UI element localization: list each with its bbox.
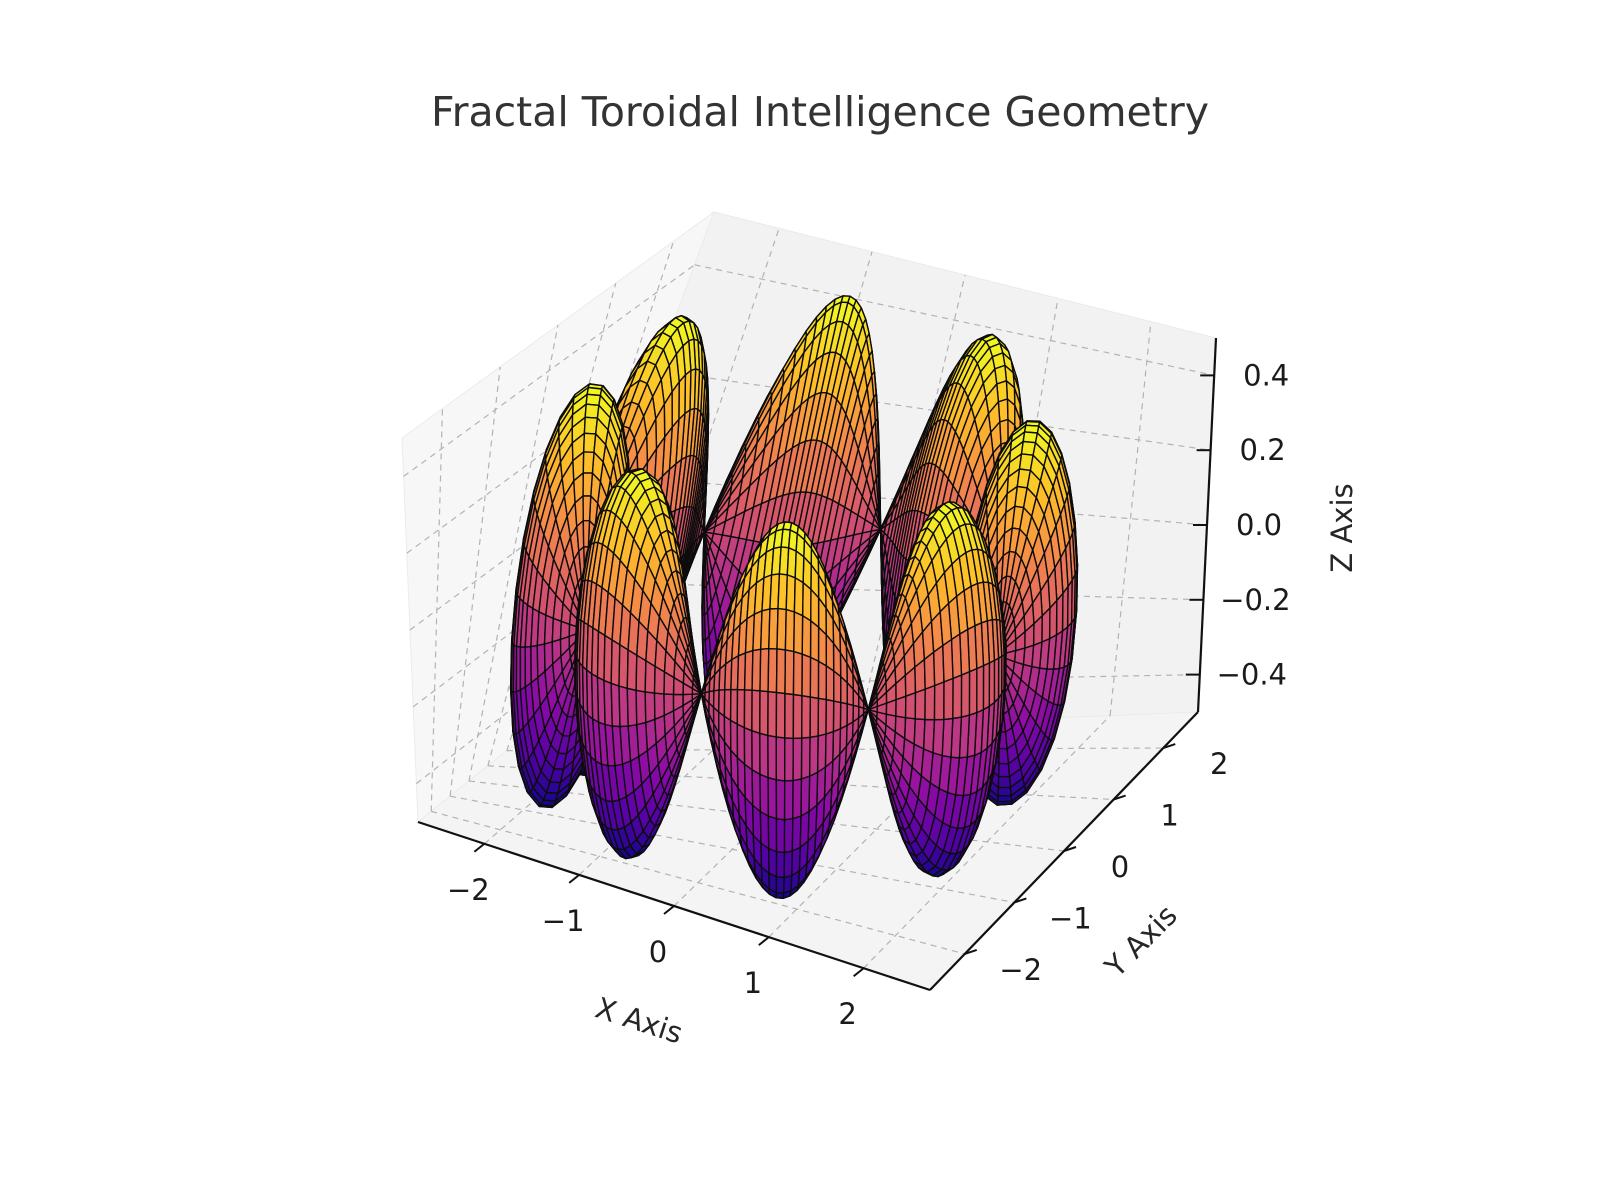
surface-patch	[582, 495, 592, 522]
surface-patch	[678, 374, 687, 421]
surface-patch	[775, 851, 786, 879]
surface-patch	[584, 403, 600, 419]
grid-line-z-back	[694, 264, 1215, 376]
grid-line-x-floor	[578, 730, 734, 876]
surface-patch	[821, 394, 838, 446]
surface-patch	[582, 451, 595, 474]
surface-patch	[775, 876, 785, 894]
grid-line-y-floor	[431, 810, 965, 955]
surface-patch	[723, 688, 732, 721]
grid-line-y-floor	[450, 795, 1015, 904]
surface-patch	[626, 687, 638, 727]
toroidal-surface	[509, 295, 1079, 899]
surface-patch	[644, 691, 656, 724]
surface-patch	[536, 643, 546, 679]
surface-patch	[635, 689, 647, 726]
surface-patch	[997, 786, 1012, 797]
grid-line-z-left	[416, 686, 540, 785]
surface-patch	[582, 520, 591, 548]
surface-patch	[576, 520, 585, 552]
surface-patch	[653, 692, 665, 720]
surface-patch	[635, 654, 647, 693]
grid-line-z-left	[403, 264, 695, 477]
grid-line-z-left	[412, 581, 579, 708]
surface-patch	[618, 644, 629, 689]
grid-line-x-wall	[1109, 321, 1152, 716]
surface-patch	[585, 393, 602, 406]
surface-patch	[768, 847, 778, 878]
surface-patch	[997, 775, 1012, 789]
surface-patch	[582, 472, 594, 497]
surface-patch	[626, 649, 638, 691]
grid-line-y-wall	[468, 324, 559, 782]
surface-patch	[663, 693, 675, 717]
surface-patch	[982, 662, 991, 711]
